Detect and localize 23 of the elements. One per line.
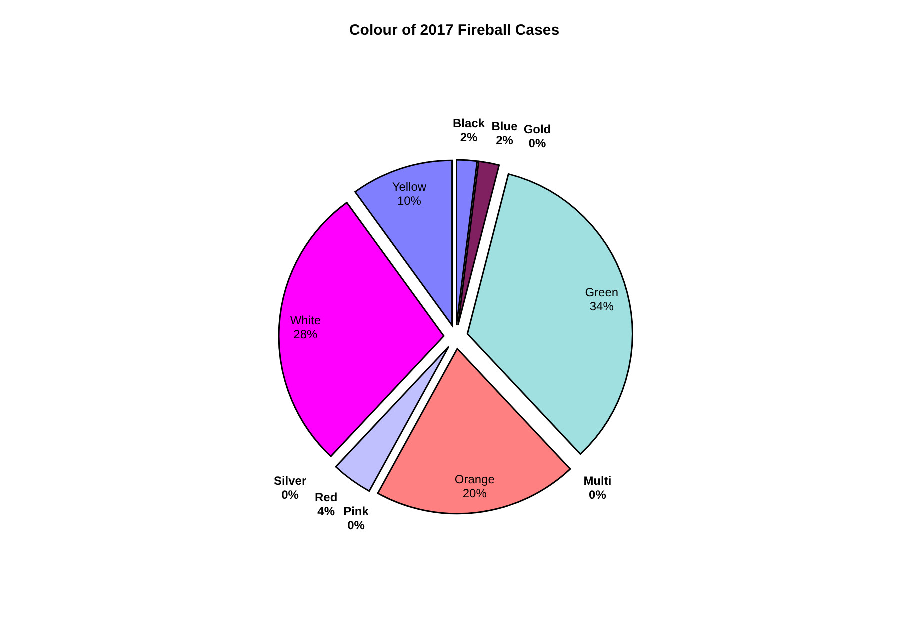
slice-label: Green xyxy=(585,286,619,300)
text: 0% xyxy=(282,488,299,502)
text: 0% xyxy=(528,136,546,151)
slice-label: Orange xyxy=(454,472,496,486)
category-label: Pink xyxy=(344,504,369,518)
slice-label: Blue xyxy=(492,120,518,134)
data-label: 20% xyxy=(462,486,488,500)
category-label: Multi xyxy=(584,474,612,488)
data-label: 4% xyxy=(318,504,336,518)
category-label: Silver xyxy=(274,474,307,488)
slice-label: Red xyxy=(314,490,338,504)
text: 0% xyxy=(348,518,365,532)
chart-title: Colour of 2017 Fireball Cases xyxy=(349,22,560,39)
data-label: 10% xyxy=(397,194,422,208)
data-label: 34% xyxy=(590,300,614,314)
slice-label: Yellow xyxy=(392,180,427,194)
data-label: 28% xyxy=(294,328,318,342)
slice-label: White xyxy=(290,314,322,328)
category-label: Gold xyxy=(524,122,552,137)
slice-label: Black xyxy=(452,116,486,130)
data-label: 2% xyxy=(496,134,514,148)
text: 0% xyxy=(589,488,606,502)
data-label: 2% xyxy=(460,130,478,144)
